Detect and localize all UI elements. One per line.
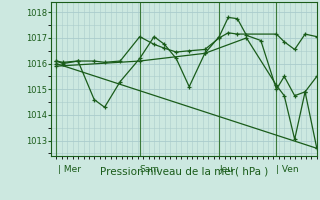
Text: Sam: Sam [140, 165, 160, 174]
Text: Jeu: Jeu [219, 165, 233, 174]
X-axis label: Pression niveau de la mer( hPa ): Pression niveau de la mer( hPa ) [100, 166, 268, 176]
Text: | Mer: | Mer [58, 165, 81, 174]
Text: | Ven: | Ven [276, 165, 299, 174]
